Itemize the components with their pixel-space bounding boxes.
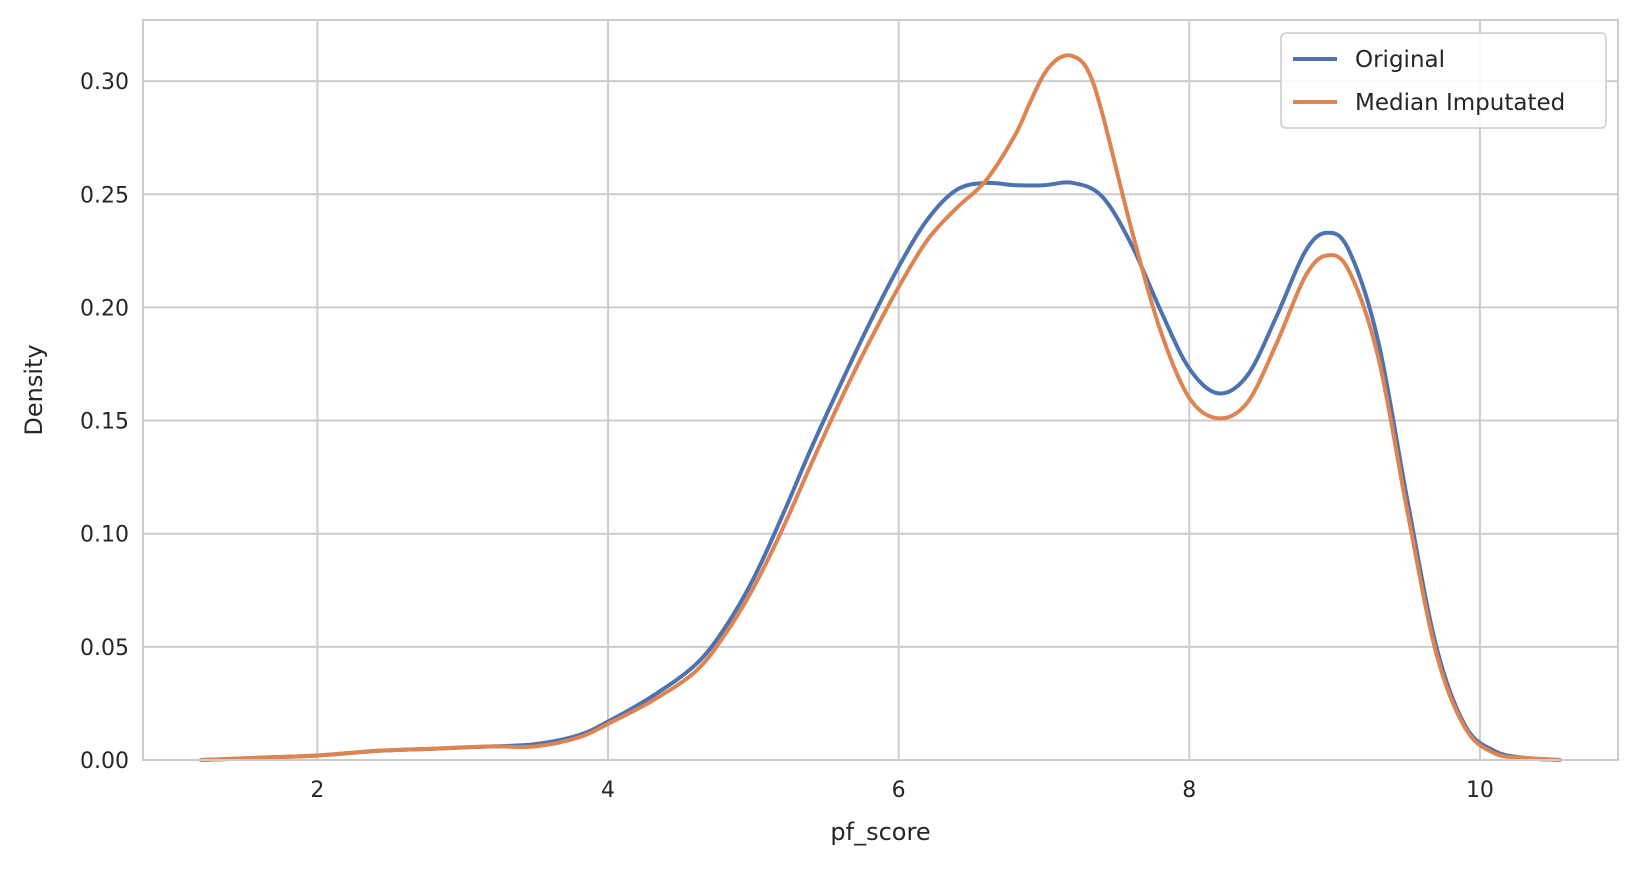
y-tick-label: 0.10 (80, 523, 129, 548)
series-line-1 (199, 180, 1562, 762)
series-layer (199, 53, 1562, 762)
series-line-2 (199, 53, 1562, 762)
plot-frame (142, 19, 1619, 761)
x-axis-label: pf_score (830, 818, 930, 846)
legend-label: Original (1355, 47, 1445, 73)
y-tick-label: 0.25 (80, 183, 129, 208)
grid-lines (143, 20, 1618, 761)
y-axis-label: Density (20, 344, 48, 435)
legend-box (1280, 32, 1607, 129)
y-tick-label: 0.20 (80, 296, 129, 321)
x-tick-label: 8 (1182, 778, 1196, 803)
x-tick-label: 6 (892, 778, 906, 803)
legend: Original Median Imputated (1280, 32, 1607, 129)
y-tick-label: 0.00 (80, 749, 129, 774)
y-tick-label: 0.30 (80, 70, 129, 95)
y-tick-labels: 0.00 0.05 0.10 0.15 0.20 0.25 0.30 (80, 70, 129, 774)
y-tick-label: 0.15 (80, 410, 129, 435)
legend-label: Median Imputated (1355, 90, 1565, 116)
x-tick-label: 2 (310, 778, 324, 803)
x-tick-label: 4 (601, 778, 615, 803)
x-tick-labels: 2 4 6 8 10 (310, 778, 1494, 803)
y-tick-label: 0.05 (80, 636, 129, 661)
x-tick-label: 10 (1466, 778, 1494, 803)
